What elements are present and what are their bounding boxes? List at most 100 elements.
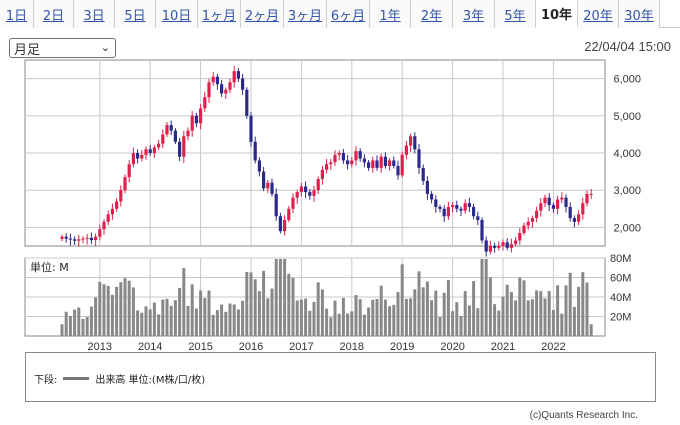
tab-4[interactable]: 5日 [115,0,156,28]
volume-bar [463,291,467,336]
candle-body [182,136,186,157]
volume-bar [375,298,379,336]
candle-body [98,229,102,237]
candle-body [94,236,98,241]
volume-bar [329,317,333,336]
volume-bar [589,324,593,336]
candle-body [362,158,366,163]
volume-bar [413,289,417,336]
volume-bar [157,314,161,336]
candle-body [110,208,114,215]
volume-bar [547,291,551,336]
x-tick-label: 2022 [541,341,565,353]
candle-body [224,89,228,94]
candle-body [577,214,581,222]
volume-bar [350,311,354,336]
tab-10[interactable]: 1年 [370,0,411,28]
volume-bar [451,311,455,336]
tab-9[interactable]: 6ヶ月 [327,0,370,28]
candle-body [472,206,476,217]
candle-body [77,239,81,241]
candle-body [203,97,207,109]
volume-bar [266,298,270,336]
tab-3[interactable]: 3日 [74,0,115,28]
legend-entry: 下段: 出来高 単位:(M株/口/枚) [34,371,205,386]
x-tick-label: 2019 [390,341,414,353]
tab-15[interactable]: 20年 [578,0,619,28]
volume-tick-label: 20M [610,312,631,324]
volume-bar [404,298,408,336]
candle-body [526,221,530,226]
tab-13[interactable]: 5年 [495,0,536,28]
volume-bar [127,280,131,336]
volume-bar [383,299,387,336]
candle-body [383,156,387,167]
legend-box: 下段: 出来高 単位:(M株/口/枚) [25,352,656,402]
tab-5[interactable]: 10日 [156,0,198,28]
candle-body [333,154,337,163]
volume-bar [358,299,362,336]
candle-body [211,76,215,83]
candle-body [249,115,253,142]
volume-bar [106,285,110,336]
x-tick-label: 2018 [340,341,364,353]
candle-body [299,186,303,193]
candle-body [102,221,106,230]
volume-bar [522,280,526,336]
volume-bar [144,306,148,336]
volume-bar [73,309,77,336]
tab-1[interactable]: 1日 [0,0,34,28]
candle-body [451,205,455,207]
volume-bar [211,314,215,336]
candle-body [60,236,64,239]
volume-bar [308,310,312,336]
volume-bar [325,308,329,336]
candle-body [245,89,249,116]
candle-body [228,82,232,90]
tab-16[interactable]: 30年 [619,0,660,28]
volume-bar [148,309,152,336]
candle-body [463,203,467,211]
candle-body [417,149,421,168]
volume-bar [232,304,236,336]
candle-body [501,242,505,246]
volume-bar [64,311,68,336]
candle-body [81,238,85,240]
tab-6[interactable]: 1ヶ月 [198,0,241,28]
volume-bar [400,264,404,336]
candle-body [446,206,450,217]
candle-body [505,242,509,248]
volume-bar [539,291,543,336]
volume-bar [85,317,89,336]
volume-bar [199,290,203,336]
volume-bar [236,309,240,336]
tab-8[interactable]: 3ヶ月 [284,0,327,28]
candle-body [585,193,589,204]
tab-12[interactable]: 3年 [453,0,495,28]
legend-label: 出来高 単位:(M株/口/枚) [95,375,206,386]
tab-2[interactable]: 2日 [34,0,74,28]
volume-bar [577,286,581,336]
candle-body [152,147,156,153]
volume-bar [442,292,446,336]
candle-body [329,162,333,165]
volume-bar [178,287,182,336]
candle-body [115,201,119,209]
candle-body [73,239,77,241]
candle-body [509,244,513,248]
volume-bar [316,282,320,336]
tab-14[interactable]: 10年 [536,0,578,28]
tab-7[interactable]: 2ヶ月 [241,0,284,28]
volume-bar [572,306,576,336]
volume-bar [245,271,249,336]
tab-11[interactable]: 2年 [411,0,453,28]
volume-bar [388,306,392,336]
candle-period-select[interactable]: 月足 ⌄ [9,38,116,58]
candle-body [346,160,350,165]
volume-bar [165,298,169,336]
volume-bar [497,310,501,336]
volume-bar [60,324,64,336]
volume-bar [295,300,299,336]
candle-body [262,171,266,189]
